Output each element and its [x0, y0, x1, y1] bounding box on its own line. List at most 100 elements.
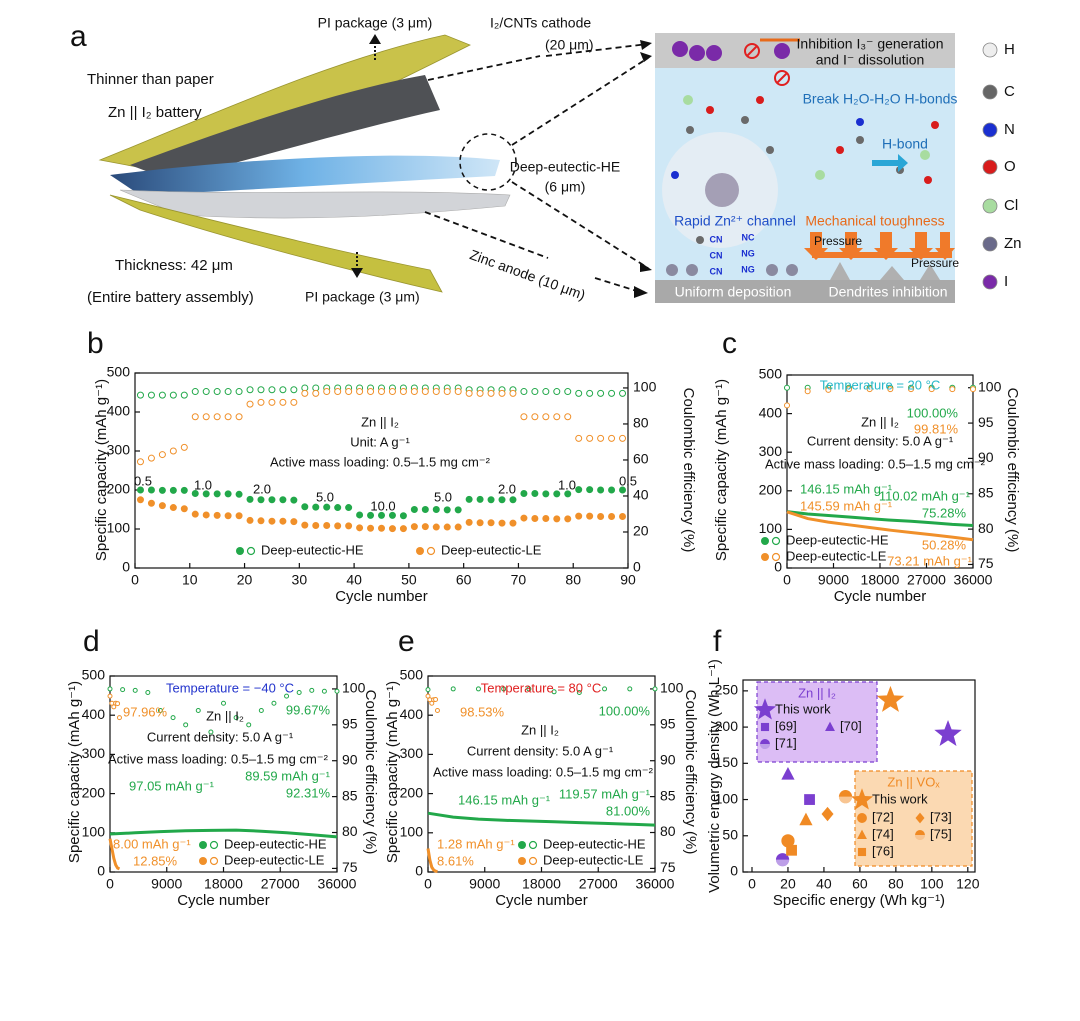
efficiency-point: [575, 389, 583, 397]
x-tick-label: 20: [780, 876, 796, 892]
annotation: 100.00%: [599, 703, 651, 718]
efficiency-point: [301, 389, 309, 397]
efficiency-point: [597, 389, 605, 397]
x-tick-label: 30: [292, 572, 308, 588]
legend-box: [756, 681, 878, 763]
capacity-point: [399, 525, 407, 533]
capacity-line: [426, 848, 438, 873]
element-swatch: [982, 236, 998, 252]
legend-swatch: [246, 546, 256, 556]
capacity-point: [136, 486, 144, 494]
efficiency-point: [268, 386, 276, 394]
x-tick-label: 40: [346, 572, 362, 588]
capacity-point: [575, 486, 583, 494]
capacity-line: [786, 510, 974, 527]
channel-label: NC: [742, 232, 755, 242]
efficiency-point: [180, 391, 188, 399]
x-tick-label: 36000: [954, 572, 993, 588]
capacity-point: [454, 523, 462, 531]
legend-label: Deep-eutectic-HE: [224, 836, 327, 851]
efficiency-point: [509, 389, 517, 397]
x-tick-label: 70: [511, 572, 527, 588]
capacity-point: [564, 515, 572, 523]
efficiency-point: [158, 391, 166, 399]
capacity-point: [180, 486, 188, 494]
annotation: Zn || I₂: [206, 708, 244, 723]
layer-label: (6 μm): [545, 179, 586, 195]
capacity-point: [323, 503, 331, 511]
efficiency-point: [132, 687, 138, 693]
schematic-label: Pressure: [911, 256, 959, 270]
element-label: O: [1004, 158, 1016, 175]
efficiency-point: [323, 388, 331, 396]
capacity-point: [246, 516, 254, 524]
capacity-point: [290, 496, 298, 504]
x-tick-label: 50: [401, 572, 417, 588]
capacity-point: [476, 519, 484, 527]
efficiency-point: [542, 388, 550, 396]
annotation: Active mass loading: 0.5–1.5 mg cm⁻²: [433, 764, 654, 779]
x-tick-label: 18000: [861, 572, 900, 588]
efficiency-point: [290, 398, 298, 406]
schematic-label: Rapid Zn²⁺ channel: [674, 213, 796, 229]
annotation: 97.05 mAh g⁻¹: [129, 778, 215, 793]
capacity-point: [356, 511, 364, 519]
y-axis-label: Specific capacity (mAh g⁻¹): [384, 681, 401, 863]
efficiency-point: [309, 687, 315, 693]
efficiency-point: [170, 715, 176, 721]
capacity-point: [432, 523, 440, 531]
y-tick-label: 100: [82, 824, 106, 840]
efficiency-point: [258, 707, 264, 713]
annotation: 0.5: [619, 473, 637, 488]
capacity-point: [257, 496, 265, 504]
legend-label: Deep-eutectic-LE: [224, 852, 325, 867]
capacity-point: [509, 519, 517, 527]
capacity-point: [432, 506, 440, 513]
y2-tick-label: 75: [978, 555, 994, 571]
annotation: Temperature = −40 °C: [166, 680, 294, 695]
efficiency-point: [191, 388, 199, 396]
efficiency-point: [321, 688, 327, 694]
marker-shade: [915, 835, 925, 840]
x-tick-label: 80: [888, 876, 904, 892]
y-tick-label: 400: [759, 404, 783, 420]
efficiency-point: [597, 434, 605, 442]
y2-tick-label: 40: [633, 487, 649, 503]
feature-label: (Entire battery assembly): [87, 289, 254, 306]
efficiency-point: [949, 386, 956, 393]
feature-label: Zn || I₂ battery: [108, 104, 202, 121]
legend-swatch: [761, 553, 769, 561]
element-label: I: [1004, 273, 1008, 290]
y2-axis-label: Coulombic efficiency (%): [362, 690, 379, 855]
capacity-point: [334, 504, 342, 512]
capacity-point: [202, 511, 210, 519]
efficiency-point: [454, 388, 462, 396]
legend-swatch: [850, 788, 874, 810]
capacity-point: [542, 490, 550, 498]
efficiency-point: [213, 413, 221, 421]
capacity-point: [619, 513, 627, 521]
y-tick-label: 500: [107, 364, 131, 380]
capacity-point: [597, 486, 605, 494]
capacity-point: [410, 506, 418, 513]
capacity-point: [191, 510, 199, 518]
annotation: 1.0: [194, 477, 212, 492]
efficiency-point: [520, 413, 528, 421]
y-tick-label: 0: [415, 863, 423, 879]
x-axis-label: Cycle number: [834, 588, 927, 605]
x-axis-label: Cycle number: [177, 892, 270, 909]
capacity-point: [597, 513, 605, 521]
y-tick-label: 50: [722, 826, 738, 842]
efficiency-point: [498, 389, 506, 397]
channel-label: CN: [710, 266, 723, 276]
x-tick-label: 0: [424, 876, 432, 892]
efficiency-point: [553, 413, 561, 421]
y-tick-label: 0: [774, 559, 782, 575]
capacity-point: [399, 512, 407, 520]
capacity-point: [388, 525, 396, 533]
x-tick-label: 9000: [818, 572, 849, 588]
panel-letter: e: [398, 625, 415, 658]
efficiency-point: [825, 386, 832, 393]
legend-swatch: [528, 840, 538, 850]
